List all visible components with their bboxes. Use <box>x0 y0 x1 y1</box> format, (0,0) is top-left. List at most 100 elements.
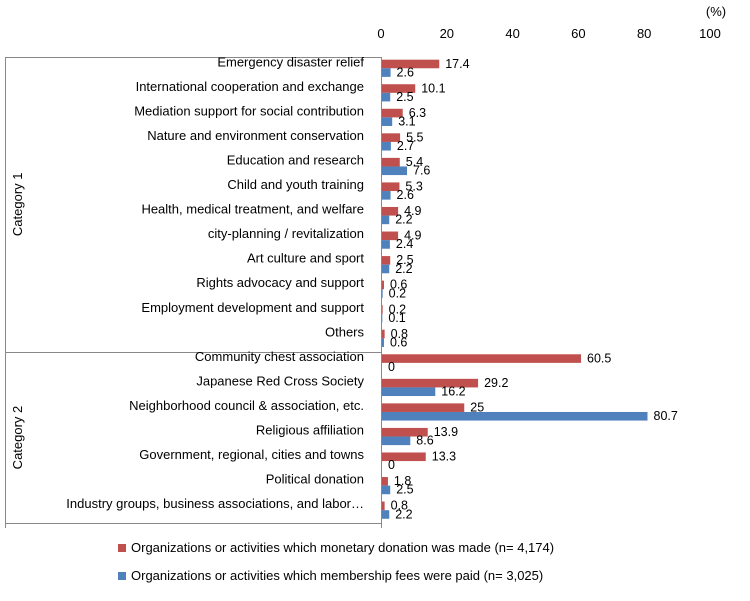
data-label: 2.5 <box>396 90 413 104</box>
bar-membership <box>382 264 390 274</box>
data-label: 4.9 <box>404 229 421 243</box>
bar-membership <box>382 289 383 298</box>
legend-entry: Organizations or activities which member… <box>131 568 543 583</box>
data-label: 0.2 <box>389 286 406 300</box>
data-label: 3.1 <box>398 114 415 128</box>
bar-membership <box>382 510 390 519</box>
category-label: Nature and environment conservation <box>147 128 364 143</box>
data-label: 7.6 <box>413 164 430 178</box>
data-label: 0.8 <box>391 499 408 513</box>
bar-membership <box>382 215 390 225</box>
category-label: Rights advocacy and support <box>196 275 364 290</box>
data-label: 10.1 <box>421 81 445 95</box>
bar-membership <box>382 166 408 176</box>
data-label: 13.9 <box>434 425 458 439</box>
data-label: 1.8 <box>394 474 411 488</box>
bar-layer <box>382 59 648 519</box>
data-label: 2.2 <box>395 262 412 276</box>
category-label: International cooperation and exchange <box>136 79 364 94</box>
data-label: 60.5 <box>587 351 611 365</box>
x-tick-label: 80 <box>637 26 651 41</box>
x-tick-label: 20 <box>440 26 454 41</box>
bar-membership <box>382 92 391 102</box>
x-tick-label: 0 <box>377 26 384 41</box>
category-label: Religious affiliation <box>256 423 364 438</box>
group-label: Category 2 <box>10 406 25 470</box>
bar-membership <box>382 338 384 347</box>
bar-membership <box>382 411 648 421</box>
category-label: Government, regional, cities and towns <box>139 447 364 462</box>
bar-donation <box>382 329 385 339</box>
data-label: 0.6 <box>390 335 407 349</box>
bar-donation <box>382 84 416 93</box>
x-tick-label: 60 <box>571 26 585 41</box>
category-label: Political donation <box>266 472 364 487</box>
bar-donation <box>382 354 582 363</box>
category-label: Others <box>325 324 365 339</box>
category-label: Health, medical treatment, and welfare <box>141 202 364 217</box>
data-label: 2.5 <box>396 253 413 267</box>
bar-membership <box>382 387 436 397</box>
bar-donation <box>382 59 440 69</box>
data-label: 2.4 <box>396 237 413 251</box>
x-tick-label: 100 <box>699 26 721 41</box>
bar-donation <box>382 452 426 462</box>
category-label: Education and research <box>227 152 364 167</box>
bar-membership <box>382 240 390 249</box>
legend-swatch <box>118 572 126 580</box>
x-unit-label: (%) <box>706 4 726 19</box>
data-label: 2.6 <box>397 188 414 202</box>
category-label: Child and youth training <box>227 177 364 192</box>
bar-donation <box>382 378 479 388</box>
data-label: 0 <box>388 458 395 472</box>
bar-donation <box>382 403 465 412</box>
bar-donation <box>382 256 391 265</box>
bar-membership <box>382 141 391 151</box>
bar-donation <box>382 133 401 142</box>
bar-donation <box>382 108 403 118</box>
data-label: 5.3 <box>405 180 422 194</box>
data-label: 16.2 <box>441 385 465 399</box>
category-label: Industry groups, business associations, … <box>66 496 364 511</box>
data-label: 0.8 <box>391 327 408 341</box>
category-label: Neighborhood council & association, etc. <box>129 398 364 413</box>
data-label: 2.6 <box>397 65 414 79</box>
category-label: Mediation support for social contributio… <box>134 103 364 118</box>
bar-membership <box>382 436 411 446</box>
bar-membership <box>382 68 391 77</box>
bar-donation <box>382 477 388 486</box>
group-label: Category 1 <box>10 173 25 237</box>
data-label: 5.4 <box>406 155 423 169</box>
bar-membership <box>382 485 391 495</box>
data-label: 6.3 <box>409 106 426 120</box>
data-label: 0.2 <box>389 302 406 316</box>
category-label: Community chest association <box>195 349 364 364</box>
data-label: 80.7 <box>654 409 678 423</box>
bar-donation <box>382 305 383 314</box>
data-label: 25 <box>470 400 484 414</box>
label-layer: Category 1 Category 2 Emergency disaster r… <box>10 54 678 521</box>
category-label: Japanese Red Cross Society <box>196 373 364 388</box>
category-label: city-planning / revitalization <box>208 226 364 241</box>
bar-donation <box>382 206 399 216</box>
legend-entry: Organizations or activities which moneta… <box>131 540 554 555</box>
category-label: Art culture and sport <box>247 251 364 266</box>
data-label: 8.6 <box>416 434 433 448</box>
x-tick-label: 40 <box>505 26 519 41</box>
category-label: Employment development and support <box>141 300 364 315</box>
data-label: 2.2 <box>395 507 412 521</box>
legend: Organizations or activities which moneta… <box>118 540 554 583</box>
bar-membership <box>382 191 391 200</box>
data-label: 2.7 <box>397 139 414 153</box>
bar-donation <box>382 501 385 511</box>
bar-donation <box>382 427 428 437</box>
data-label: 17.4 <box>445 57 469 71</box>
axis-layer: 0 20 40 60 80 100 (%) <box>5 4 726 528</box>
bar-donation <box>382 182 400 192</box>
data-label: 0.6 <box>390 278 407 292</box>
data-label: 29.2 <box>484 376 508 390</box>
bar-donation <box>382 280 384 290</box>
data-label: 0 <box>388 360 395 374</box>
legend-swatch <box>118 544 126 552</box>
